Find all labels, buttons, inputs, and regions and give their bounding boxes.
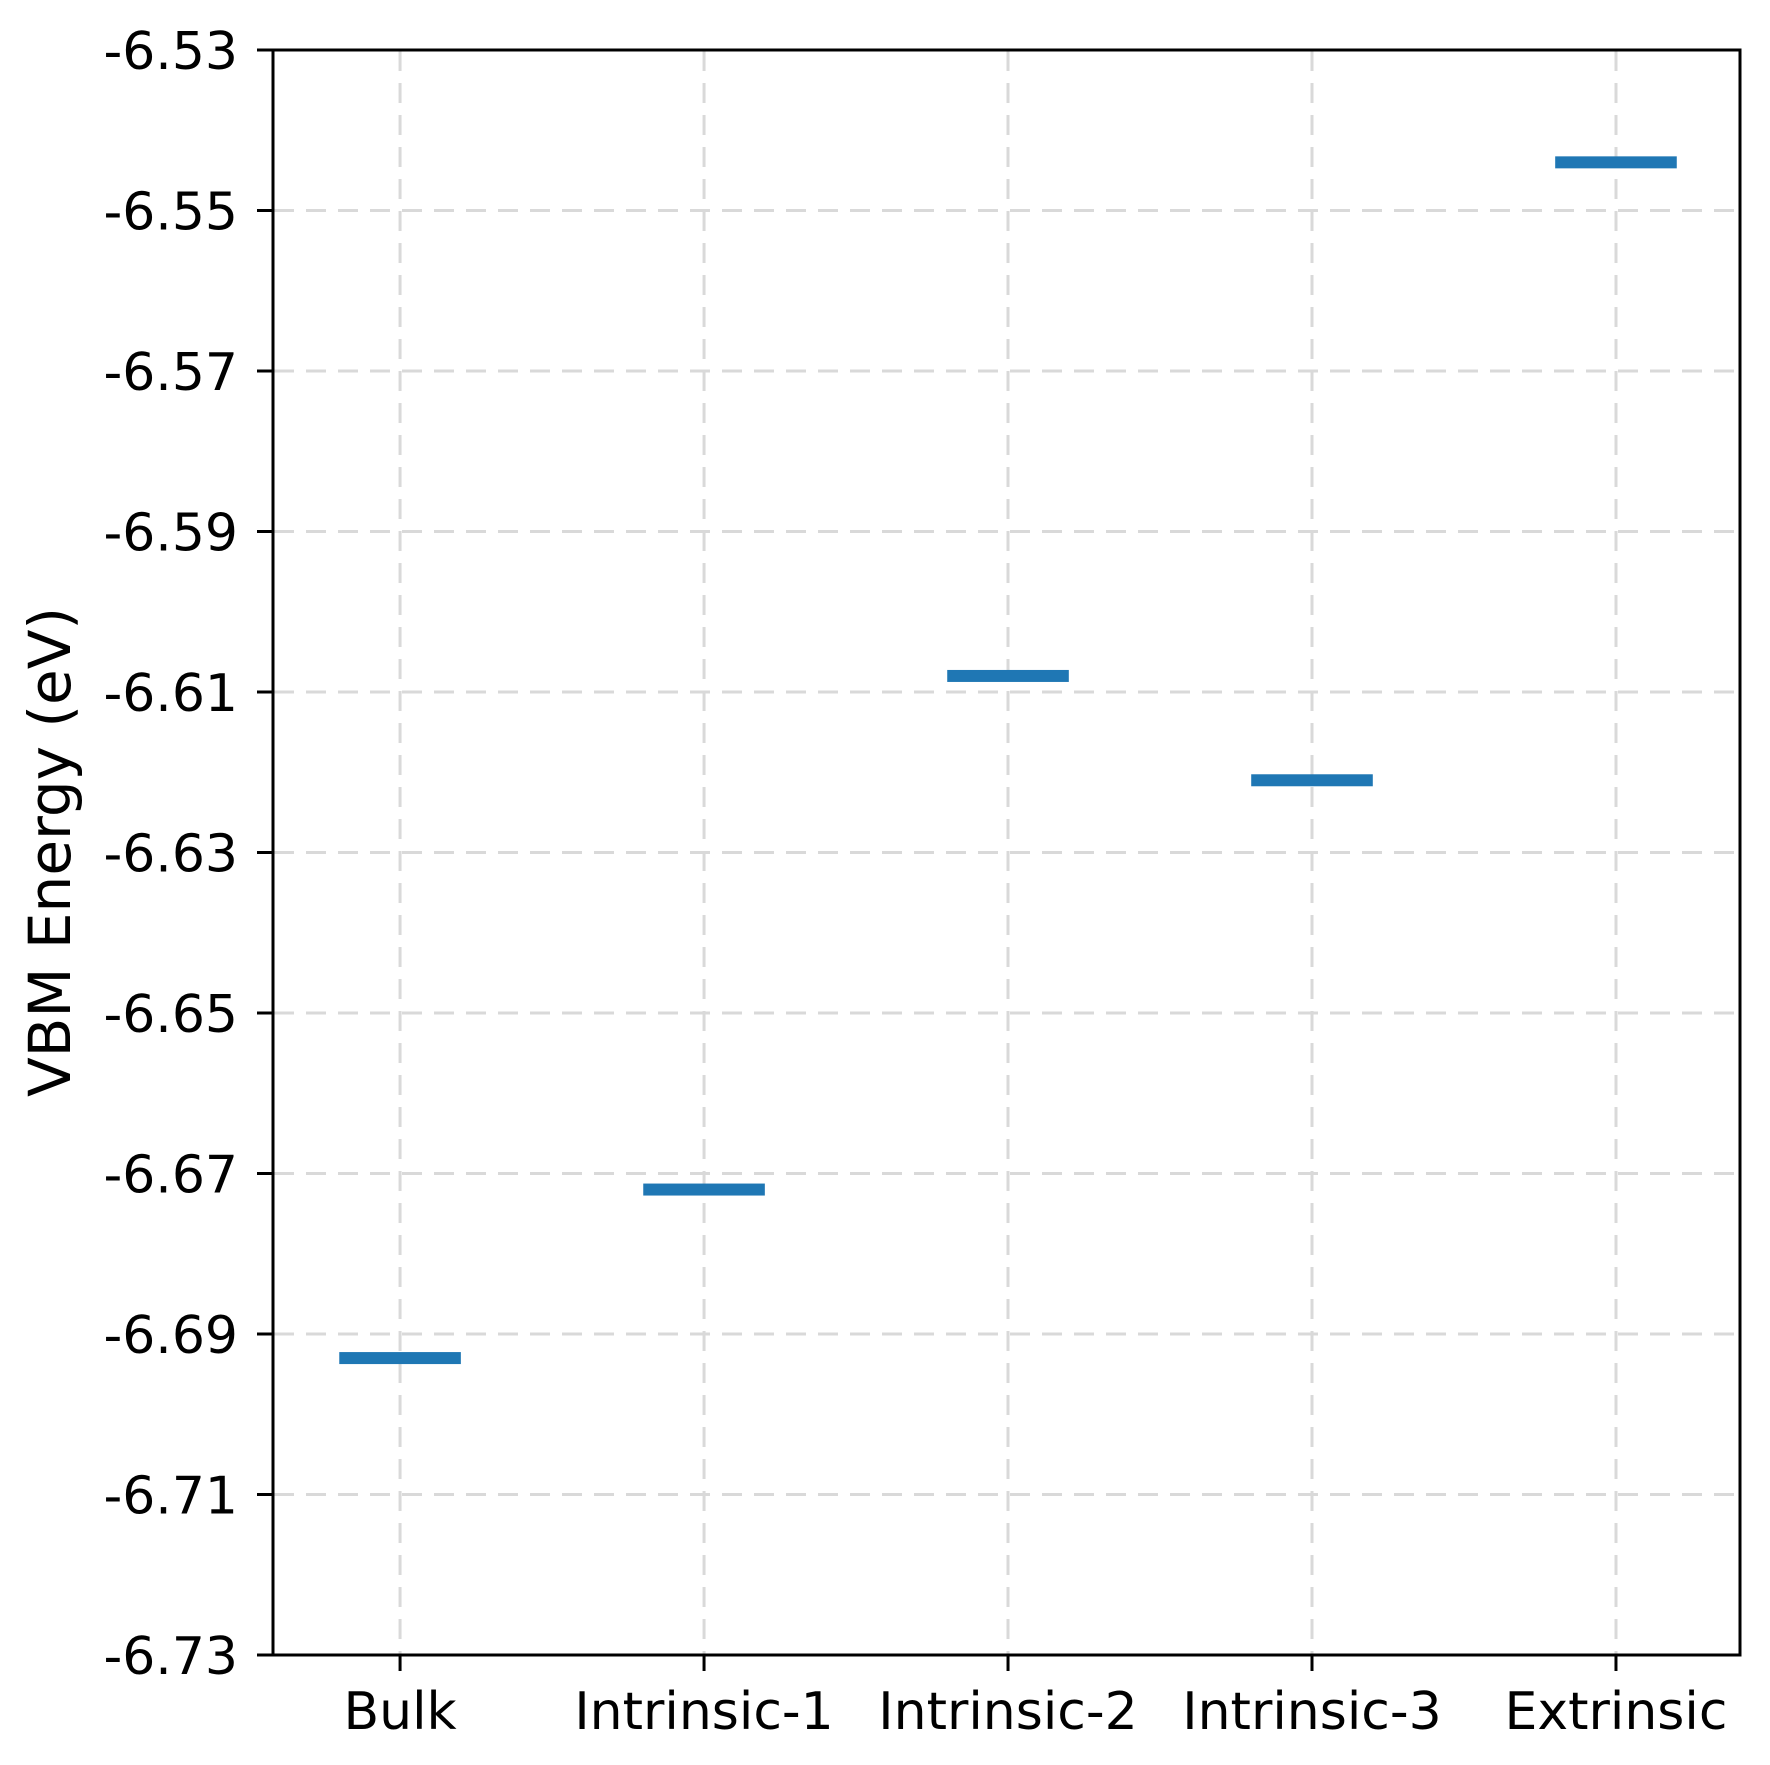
y-axis-label: VBM Energy (eV) bbox=[16, 607, 84, 1097]
y-tick-label: -6.65 bbox=[103, 985, 238, 1045]
y-tick-label: -6.63 bbox=[103, 825, 238, 885]
y-tick-label: -6.67 bbox=[103, 1146, 238, 1206]
y-tick-label: -6.55 bbox=[103, 183, 238, 243]
marker-layer bbox=[339, 156, 1677, 1365]
grid-layer bbox=[274, 48, 1739, 1657]
data-marker-intrinsic-1 bbox=[643, 1183, 765, 1196]
x-tick-label: Intrinsic-1 bbox=[574, 1682, 833, 1742]
x-tick-label: Intrinsic-3 bbox=[1182, 1682, 1441, 1742]
y-tick-label: -6.59 bbox=[103, 504, 238, 564]
x-tick-label: Bulk bbox=[343, 1682, 456, 1742]
data-marker-intrinsic-2 bbox=[947, 669, 1069, 682]
data-marker-extrinsic bbox=[1555, 156, 1677, 169]
axes-layer bbox=[257, 48, 1742, 1671]
x-tick-label: Intrinsic-2 bbox=[878, 1682, 1137, 1742]
data-marker-bulk bbox=[339, 1352, 461, 1365]
y-tick-label: -6.61 bbox=[103, 664, 238, 724]
y-tick-label: -6.73 bbox=[103, 1627, 238, 1687]
plot-spines bbox=[271, 48, 1742, 1657]
y-tick-label: -6.57 bbox=[103, 343, 238, 403]
y-tick-label: -6.71 bbox=[103, 1467, 238, 1527]
data-marker-intrinsic-3 bbox=[1251, 774, 1373, 787]
y-tick-label: -6.69 bbox=[103, 1306, 238, 1366]
y-tick-label: -6.53 bbox=[103, 22, 238, 82]
tick-label-layer: -6.53 -6.55 -6.57 -6.59 -6.61 -6.63 -6.65 -6.67… bbox=[103, 22, 1727, 1742]
x-tick-label: Extrinsic bbox=[1505, 1682, 1728, 1742]
